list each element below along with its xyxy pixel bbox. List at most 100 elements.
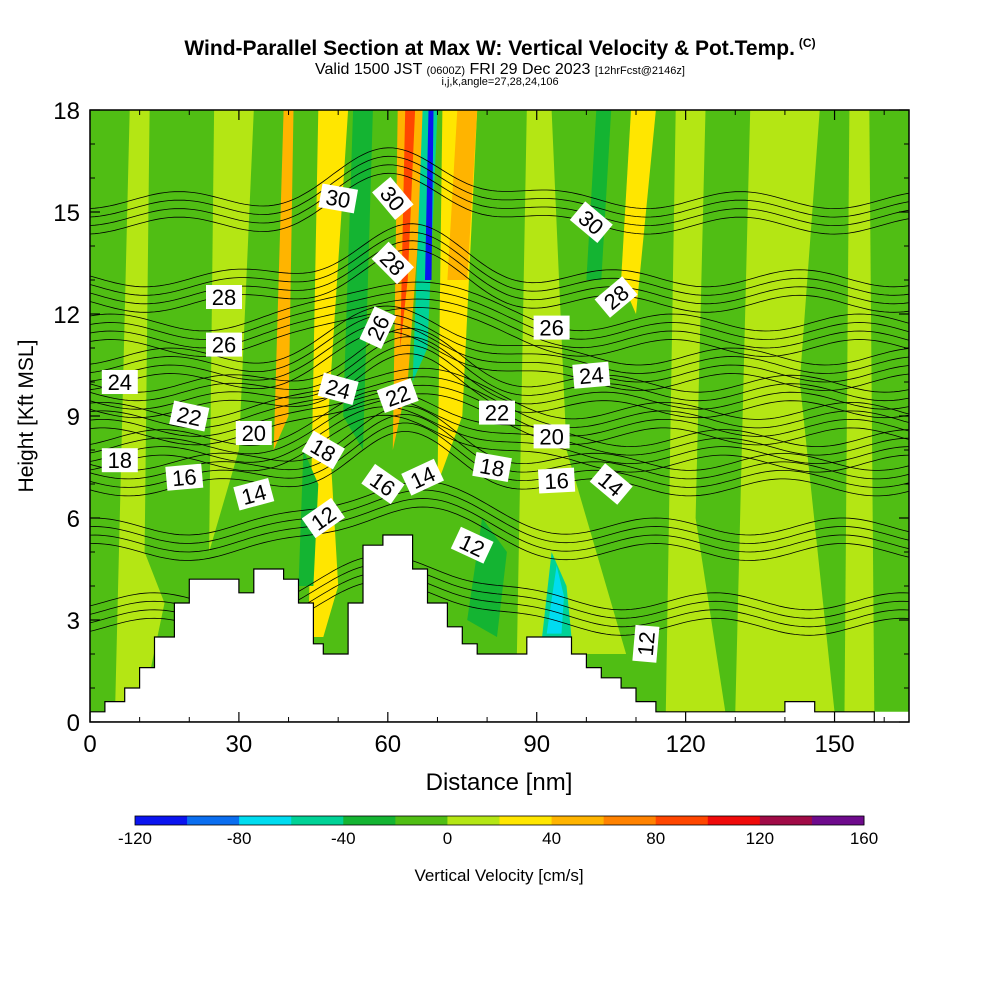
contour-label-box [537, 467, 576, 494]
contour-labels: 1816141220222426283018241626283022141218… [101, 176, 660, 663]
x-tick-label: 60 [374, 731, 401, 758]
isentrope-18-0 [90, 414, 909, 473]
contour-label-20-21: 20 [533, 424, 570, 449]
contour-label-box [450, 526, 494, 564]
w-field-region-14 [516, 110, 627, 654]
isentrope-16-0 [90, 431, 909, 497]
chart-indices: i,j,k,angle=27,28,24,106 [441, 76, 559, 88]
colorbar-segment [187, 816, 240, 825]
colorbar-segment [135, 816, 188, 825]
contour-label-box [632, 624, 660, 663]
contour-label-box [533, 315, 570, 340]
x-tick-label: 30 [226, 731, 253, 758]
contour-label-28-8: 28 [206, 285, 242, 310]
y-tick-label: 18 [53, 98, 80, 125]
colorbar-segment [447, 816, 500, 825]
contour-label-box [101, 370, 138, 394]
contour-label-22-5: 22 [169, 400, 210, 432]
contour-label-box [376, 378, 419, 414]
isentrope-14-3 [90, 481, 909, 536]
contour-label-box [533, 424, 570, 449]
contour-label-26-7: 26 [206, 332, 242, 358]
colorbar-frame [134, 815, 865, 826]
isentrope-30-1 [90, 164, 909, 227]
contour-label-box [371, 241, 415, 285]
colorbar-tick-label: -120 [118, 829, 152, 848]
colorbar-segment [291, 816, 344, 825]
contour-label-box [301, 430, 345, 470]
contour-label-20-4: 20 [235, 421, 272, 446]
x-tick-label: 0 [83, 731, 96, 758]
x-tick-label: 120 [666, 731, 706, 758]
isentrope-28-2 [90, 231, 909, 296]
colorbar-tick-label: 80 [646, 829, 665, 848]
contour-label-box [472, 452, 512, 482]
x-axis-label: Distance [nm] [426, 769, 573, 796]
isentrope-22-3 [90, 327, 909, 393]
contour-label-box [101, 448, 138, 473]
contour-label-22-20: 22 [479, 400, 515, 426]
terrain [90, 534, 875, 722]
x-tick-label: 150 [815, 731, 855, 758]
contour-label-box [361, 463, 405, 505]
contour-label-box [401, 458, 444, 496]
isentrope-30-0 [90, 172, 909, 235]
isentrope-28-3 [90, 223, 909, 288]
w-field-region-13 [462, 110, 507, 620]
contour-label-box [589, 463, 633, 505]
contour-label-text: 30 [324, 184, 352, 213]
contour-label-text: 26 [539, 316, 563, 341]
isentrope-22-1 [90, 344, 909, 410]
contour-label-text: 24 [578, 362, 605, 389]
isentrope-18-1 [90, 406, 909, 465]
contour-label-text: 20 [242, 421, 266, 446]
y-tick-label: 12 [53, 302, 80, 329]
isentrope-30-3 [90, 147, 909, 210]
colorbar-segment [655, 816, 709, 825]
isentrope-18-2 [90, 397, 909, 456]
isentrope-14-1 [90, 498, 909, 553]
isentrope-20-3 [90, 367, 909, 420]
isentrope-14-0 [90, 506, 909, 561]
isentrope-24-2 [90, 314, 909, 374]
y-tick-label: 15 [53, 200, 80, 227]
w-field-region-4 [308, 110, 349, 637]
colorbar-label: Vertical Velocity [cm/s] [414, 866, 583, 885]
contour-label-box [233, 477, 275, 511]
contour-label-box [235, 421, 272, 445]
contour-label-box [569, 201, 613, 243]
contour-label-24-11: 24 [317, 372, 359, 406]
contour-label-box [206, 332, 242, 357]
colorbar-tick-label: 160 [850, 829, 878, 848]
w-field-region-20 [735, 110, 835, 712]
contour-label-box [479, 400, 515, 425]
isentrope-30-2 [90, 155, 909, 218]
y-tick-label: 3 [67, 608, 80, 635]
colorbar-segment [239, 816, 292, 825]
w-field-region-12 [447, 110, 478, 280]
colorbar-segment [707, 816, 761, 825]
contour-label-box [572, 361, 611, 389]
contour-label-box [359, 306, 397, 349]
contour-label-14-2: 14 [233, 477, 275, 511]
colorbar-segment [759, 816, 813, 825]
contour-label-box [169, 400, 210, 432]
contour-label-30-9: 30 [318, 183, 359, 214]
contour-label-text: 16 [171, 464, 198, 491]
colorbar-segment [551, 816, 605, 825]
isentrope-24-0 [90, 331, 909, 391]
isentrope-24-1 [90, 322, 909, 383]
contour-label-16-23: 16 [537, 467, 576, 494]
isentrope-14-2 [90, 489, 909, 544]
contour-label-24-6: 24 [101, 370, 138, 395]
colorbar-tick-label: 40 [542, 829, 561, 848]
contour-label-box [372, 176, 414, 220]
colorbar-segment [395, 816, 448, 825]
contour-label-text: 20 [539, 424, 563, 449]
w-field-region-18 [621, 110, 656, 314]
colorbar-tick-label: -40 [331, 829, 356, 848]
contour-label-16-1: 16 [165, 463, 204, 491]
y-axis-label: Height [Kft MSL] [15, 340, 38, 493]
terrain-profile [90, 534, 875, 722]
